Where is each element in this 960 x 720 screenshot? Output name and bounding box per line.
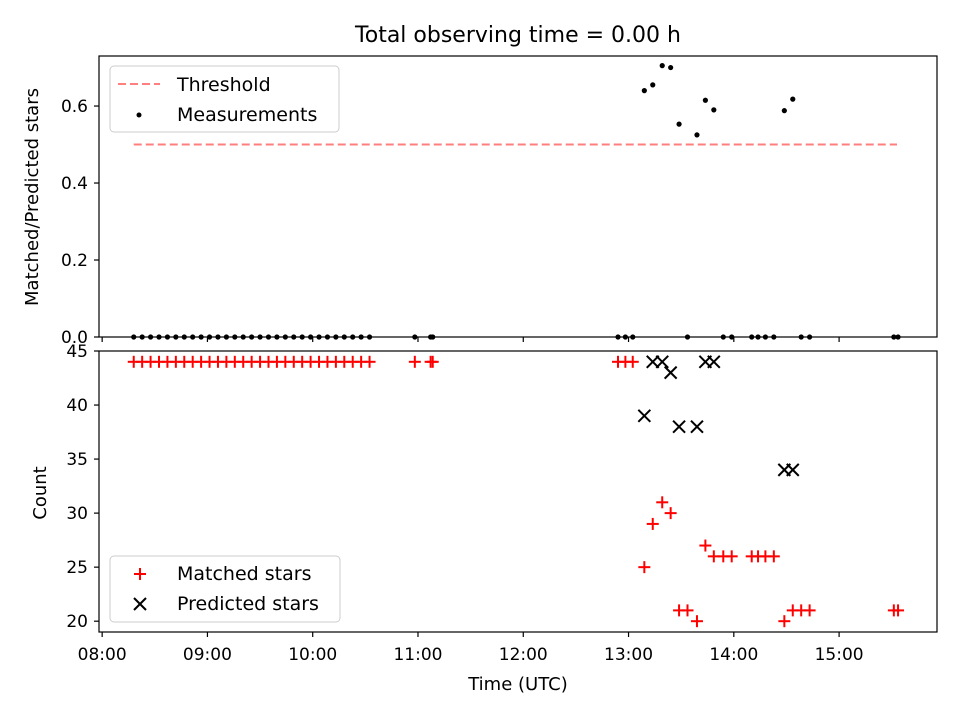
top-y-axis-label: Matched/Predicted stars — [22, 88, 43, 306]
bottom-y-tick-label: 20 — [66, 612, 88, 632]
top-y-tick-label: 0.6 — [61, 97, 88, 117]
legend-predicted-label: Predicted stars — [177, 593, 319, 615]
predicted-star-marker — [690, 419, 704, 434]
predicted-star-marker — [655, 355, 669, 369]
matched-star-marker — [363, 355, 376, 368]
x-axis-label: Time (UTC) — [467, 674, 568, 695]
matched-star-marker — [690, 615, 703, 628]
measurement-point — [711, 107, 717, 113]
top-legend: Threshold Measurements — [109, 65, 340, 133]
predicted-star-marker — [707, 355, 721, 369]
predicted-star-marker — [646, 355, 660, 369]
top-y-tick-label: 0.2 — [61, 251, 88, 271]
bottom-x-tick-label: 12:00 — [499, 645, 548, 665]
matched-star-marker — [646, 517, 659, 530]
matched-star-marker — [656, 496, 669, 509]
bottom-y-tick-label: 40 — [66, 396, 88, 416]
legend-measurements-label: Measurements — [177, 104, 317, 126]
measurement-point — [702, 97, 708, 103]
bottom-panel: Count 20 25 30 35 40 45 08:00 09:00 10:00 11:00 12… — [30, 342, 938, 695]
bottom-y-axis-label: Count — [30, 466, 51, 519]
matched-star-marker — [408, 355, 421, 368]
matched-star-marker — [778, 615, 791, 628]
matched-star-marker — [681, 604, 694, 617]
measurement-point — [694, 132, 700, 138]
legend-matched-label: Matched stars — [177, 563, 311, 585]
top-y-tick-label: 0.4 — [61, 174, 88, 194]
bottom-x-tick-label: 11:00 — [393, 645, 442, 665]
predicted-star-marker — [663, 365, 678, 380]
chart-title: Total observing time = 0.00 h — [354, 23, 681, 48]
matched-star-marker — [767, 550, 780, 563]
predicted-star-marker — [672, 419, 686, 434]
legend-predicted-swatch — [133, 597, 147, 611]
measurement-point — [781, 108, 787, 114]
predicted-star-marker — [637, 409, 652, 423]
measurement-point — [676, 121, 682, 127]
top-plot-frame — [98, 55, 938, 338]
matched-star-marker — [638, 561, 651, 574]
bottom-y-tick-label: 30 — [66, 504, 88, 524]
measurement-point — [650, 82, 656, 88]
matched-star-marker — [803, 604, 816, 617]
matched-star-marker — [699, 539, 712, 552]
bottom-plot-frame — [98, 350, 938, 633]
bottom-x-tick-label: 15:00 — [815, 645, 864, 665]
predicted-star-marker — [786, 463, 800, 477]
bottom-x-tick-label: 10:00 — [288, 645, 337, 665]
bottom-x-tick-label: 08:00 — [78, 645, 127, 665]
measurement-point — [668, 64, 674, 71]
bottom-x-tick-label: 13:00 — [604, 645, 653, 665]
matched-star-marker — [892, 604, 905, 617]
legend-measurements-swatch — [136, 112, 142, 118]
matched-star-marker — [426, 355, 439, 368]
top-y-tick-label: 0.0 — [61, 328, 88, 348]
bottom-legend: Matched stars Predicted stars — [109, 555, 341, 623]
bottom-y-tick-label: 25 — [66, 558, 88, 578]
measurement-point — [790, 96, 796, 102]
matched-star-marker — [725, 550, 738, 563]
legend-matched-swatch — [134, 568, 146, 580]
measurement-point — [659, 63, 665, 69]
matched-star-marker — [664, 507, 677, 520]
bottom-x-tick-label: 09:00 — [183, 645, 232, 665]
top-panel: Matched/Predicted stars 0.0 0.2 0.4 0.6 Thr… — [22, 55, 938, 348]
measurement-point — [641, 88, 647, 94]
bottom-x-tick-label: 14:00 — [709, 645, 758, 665]
bottom-y-tick-label: 35 — [66, 450, 88, 470]
bottom-y-tick-label: 45 — [66, 342, 88, 362]
matched-star-marker — [626, 355, 639, 368]
legend-threshold-label: Threshold — [176, 74, 271, 96]
